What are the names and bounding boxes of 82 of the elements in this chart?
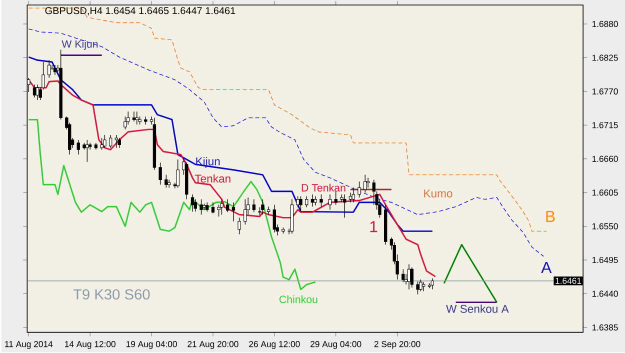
- candlestick: [296, 196, 300, 208]
- candlestick: [220, 198, 224, 215]
- annotation: Tenkan: [194, 174, 230, 182]
- candlestick: [206, 202, 209, 212]
- annotation: B: [546, 210, 555, 222]
- candlestick: [238, 217, 241, 234]
- candlestick: [132, 111, 136, 122]
- x-tick-label: 26 Aug 12:00: [249, 340, 300, 349]
- annotation: 1: [370, 220, 378, 232]
- candlestick: [320, 194, 323, 207]
- y-tick-label: 1.6440: [592, 290, 618, 297]
- y-tick-label: 1.6825: [592, 54, 618, 61]
- y-tick-label: 1.6715: [592, 122, 618, 128]
- candlestick: [402, 268, 405, 282]
- annotation: A: [541, 262, 552, 273]
- annotation: D Tenkan: [302, 184, 346, 192]
- y-tick-label: 1.6550: [592, 223, 618, 230]
- candlestick: [416, 280, 420, 295]
- y-tick-label: 1.6880: [592, 20, 618, 27]
- candlestick: [164, 174, 168, 188]
- candlestick: [328, 194, 332, 210]
- candlestick: [86, 139, 89, 162]
- candlestick: [410, 266, 414, 288]
- candlestick: [252, 198, 256, 212]
- candlestick: [422, 282, 426, 292]
- x-tick-label: 2 Sep 20:00: [374, 340, 420, 349]
- line-series: [28, 28, 544, 257]
- candlestick: [53, 64, 57, 76]
- candlestick: [244, 198, 247, 225]
- y-tick-label: 1.6605: [592, 189, 618, 196]
- y-tick-label: 1.6495: [592, 256, 618, 263]
- candlestick: [334, 190, 338, 206]
- x-tick-label: 21 Aug 20:00: [188, 340, 238, 349]
- x-tick-label: 14 Aug 12:00: [65, 340, 116, 349]
- candlestick: [114, 134, 118, 148]
- candlestick: [158, 162, 162, 185]
- y-tick-label: 1.6770: [592, 88, 618, 94]
- candlestick: [76, 139, 80, 155]
- candlestick: [419, 279, 422, 292]
- x-tick-label: 29 Aug 04:00: [310, 340, 362, 349]
- annotation: Kijun: [196, 156, 220, 168]
- line-series: [28, 8, 547, 232]
- ref-line-label: 1.6461: [556, 278, 582, 284]
- candlestick: [108, 134, 112, 148]
- annotation: Kumo: [424, 189, 452, 198]
- candlestick: [176, 158, 180, 188]
- annotation: Chinkou: [279, 295, 318, 304]
- candlestick: [299, 196, 302, 212]
- candlestick: [200, 198, 203, 215]
- annotation: W Senkou A: [446, 304, 509, 313]
- annotation: T9 K30 S60: [73, 289, 150, 300]
- candlestick: [348, 192, 352, 203]
- candlestick: [407, 264, 411, 290]
- candlestick: [272, 204, 276, 233]
- candlestick: [343, 194, 346, 218]
- candlestick: [103, 134, 106, 148]
- candlestick: [118, 138, 121, 148]
- candlestick: [430, 278, 434, 290]
- y-tick-label: 1.6660: [592, 156, 618, 162]
- candlestick: [305, 196, 308, 208]
- candlestick: [32, 84, 36, 98]
- candlestick: [48, 60, 51, 78]
- candlestick: [194, 198, 197, 212]
- candlestick: [364, 174, 367, 193]
- candlestick: [352, 187, 355, 203]
- x-tick-label: 11 Aug 2014: [5, 340, 53, 349]
- candlestick: [226, 198, 230, 212]
- candlestick: [372, 179, 376, 206]
- candlestick: [314, 196, 317, 206]
- candlestick: [100, 138, 104, 150]
- candlestick: [366, 177, 370, 188]
- x-tick-label: 19 Aug 04:00: [126, 340, 177, 349]
- candlestick: [266, 206, 270, 215]
- y-tick-label: 1.6385: [592, 324, 618, 330]
- candlestick: [211, 202, 215, 214]
- candlestick: [358, 181, 361, 198]
- candlestick: [135, 111, 138, 125]
- chart-title: GBPUSD,H4 1.6454 1.6465 1.6447 1.6461: [45, 6, 236, 16]
- candlestick: [261, 198, 264, 215]
- candlestick: [190, 194, 194, 212]
- candlestick: [232, 202, 236, 222]
- annotation: W Kijun: [62, 40, 98, 50]
